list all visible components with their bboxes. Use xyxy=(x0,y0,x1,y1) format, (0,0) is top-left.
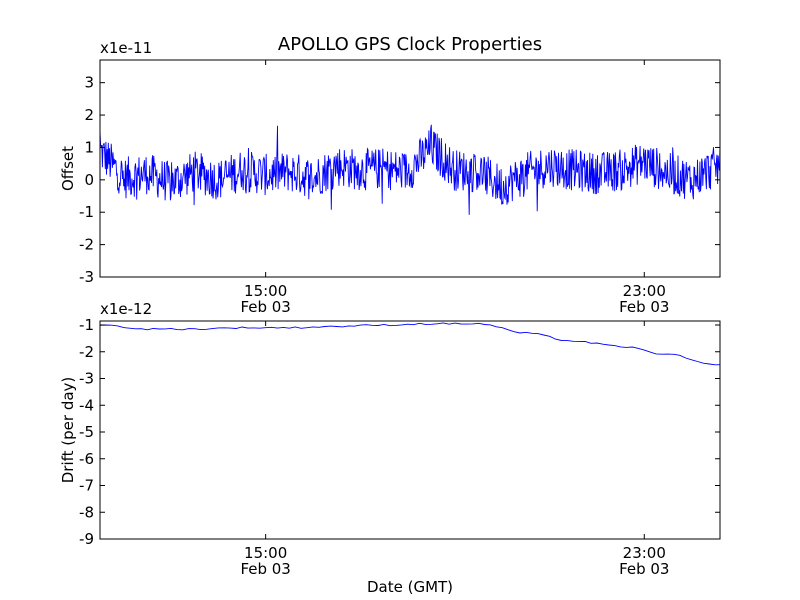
offset-ylabel: Offset xyxy=(59,146,77,191)
drift-xtick-date-label: Feb 03 xyxy=(619,560,669,578)
drift-ylabel: Drift (per day) xyxy=(59,377,77,484)
drift-axes-frame xyxy=(99,320,721,540)
offset-ytick-label: 2 xyxy=(84,106,94,124)
offset-xtick-time-label: 15:00 xyxy=(244,282,287,300)
drift-ytick-label: -8 xyxy=(79,503,94,521)
drift-ytick-label: -7 xyxy=(79,477,94,495)
drift-xtick-time-label: 23:00 xyxy=(623,544,666,562)
offset-ytick-label: 3 xyxy=(84,74,94,92)
offset-series-line xyxy=(100,124,720,215)
offset-ytick-label: 0 xyxy=(84,171,94,189)
figure-title: APOLLO GPS Clock Properties xyxy=(278,34,542,55)
drift-ytick-label: -9 xyxy=(79,530,94,548)
drift-ytick-label: -5 xyxy=(79,423,94,441)
drift-xtick-time-label: 15:00 xyxy=(244,544,287,562)
offset-ytick-label: -2 xyxy=(79,236,94,254)
offset-ytick-label: -1 xyxy=(79,203,94,221)
offset-scale-label: x1e-11 xyxy=(100,39,152,57)
drift-scale-label: x1e-12 xyxy=(100,300,152,318)
drift-ytick-label: -6 xyxy=(79,450,94,468)
offset-ytick-label: 1 xyxy=(84,138,94,156)
drift-xlabel: Date (GMT) xyxy=(367,578,453,596)
drift-ytick-label: -2 xyxy=(79,343,94,361)
offset-axes-frame xyxy=(99,59,721,278)
offset-xtick-date-label: Feb 03 xyxy=(619,298,669,316)
drift-ytick-label: -4 xyxy=(79,396,94,414)
drift-series-line xyxy=(100,322,720,366)
drift-ytick-label: -3 xyxy=(79,370,94,388)
offset-xtick-date-label: Feb 03 xyxy=(240,298,290,316)
offset-xtick-time-label: 23:00 xyxy=(623,282,666,300)
drift-xtick-date-label: Feb 03 xyxy=(240,560,290,578)
offset-ytick-label: -3 xyxy=(79,268,94,286)
drift-ytick-label: -1 xyxy=(79,316,94,334)
